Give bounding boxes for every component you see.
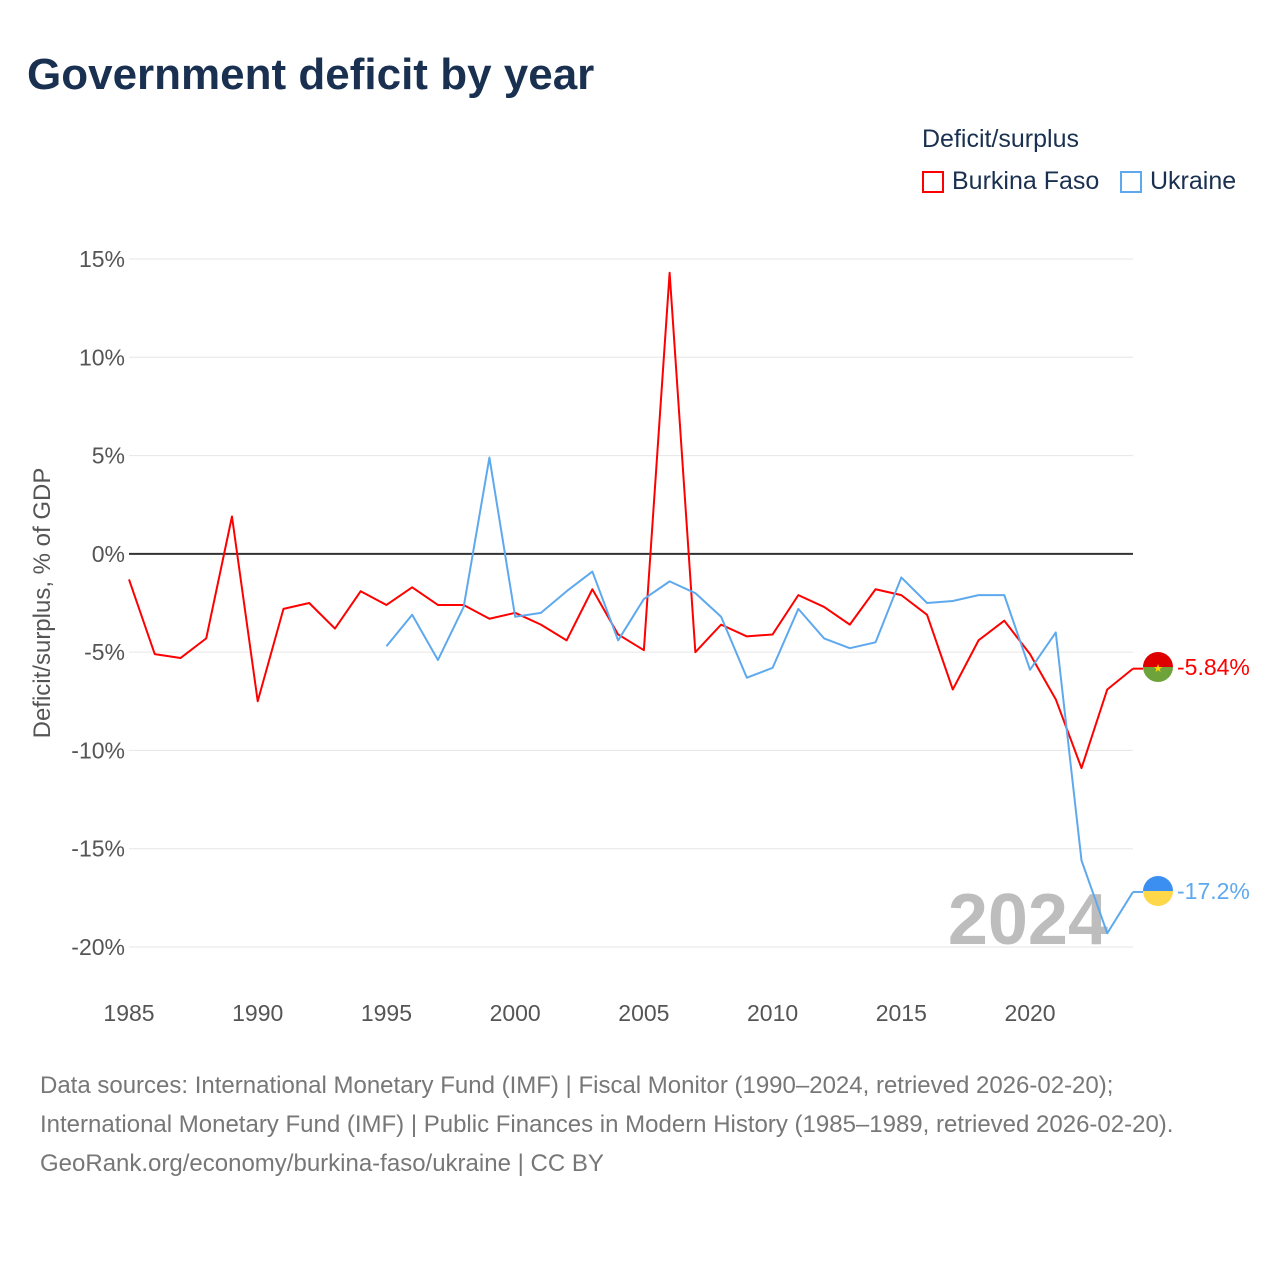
x-tick-label: 2015 [876,1000,927,1026]
attribution-link[interactable]: GeoRank.org/economy/burkina-faso/ukraine… [40,1150,604,1177]
y-tick-label: 10% [79,344,125,370]
legend-swatch [922,170,944,193]
x-tick-label: 2020 [1004,1000,1055,1026]
line-chart: 15% 10% 5% 0% -5% -10% -15% -20% 1985 1990 1995 200… [29,246,1250,1026]
x-tick-label: 2000 [490,1000,541,1026]
series-line-burkina-faso [128,271,1134,770]
x-tick-label: 2010 [747,1000,798,1026]
legend-label: Burkina Faso [952,167,1100,195]
data-sources: Data sources: International Monetary Fun… [40,1072,1174,1138]
x-tick-label: 1990 [232,1000,283,1026]
ukraine-flag-icon [1143,876,1173,906]
y-tick-label: -15% [71,836,125,862]
svg-text:★: ★ [1153,663,1163,675]
end-label-ukraine: -17.2% [1177,878,1250,904]
legend-item-burkina-faso[interactable]: Burkina Faso [922,167,1099,196]
y-tick-label: 5% [92,443,125,469]
y-axis-label: Deficit/surplus, % of GDP [29,468,56,739]
y-tick-label: 0% [92,541,125,567]
end-label-burkina-faso: -5.84% [1177,654,1250,680]
chart-title: Government deficit by year [27,50,595,99]
year-watermark: 2024 [948,880,1108,960]
x-tick-label: 1985 [103,1000,154,1026]
legend-item-ukraine[interactable]: Ukraine [1120,167,1236,196]
burkina-faso-flag-icon: ★ [1143,652,1173,682]
x-tick-label: 1995 [361,1000,412,1026]
y-tick-label: -20% [71,934,125,960]
legend-swatch [1120,170,1142,193]
legend-label: Ukraine [1150,167,1237,195]
legend-title: Deficit/surplus [922,125,1079,153]
series-line-ukraine [385,456,1134,935]
y-tick-label: 15% [79,246,125,272]
x-tick-label: 2005 [618,1000,669,1026]
y-tick-label: -5% [84,639,125,665]
y-tick-label: -10% [71,737,125,763]
sources-footer: Data sources: International Monetary Fun… [40,1066,1240,1183]
